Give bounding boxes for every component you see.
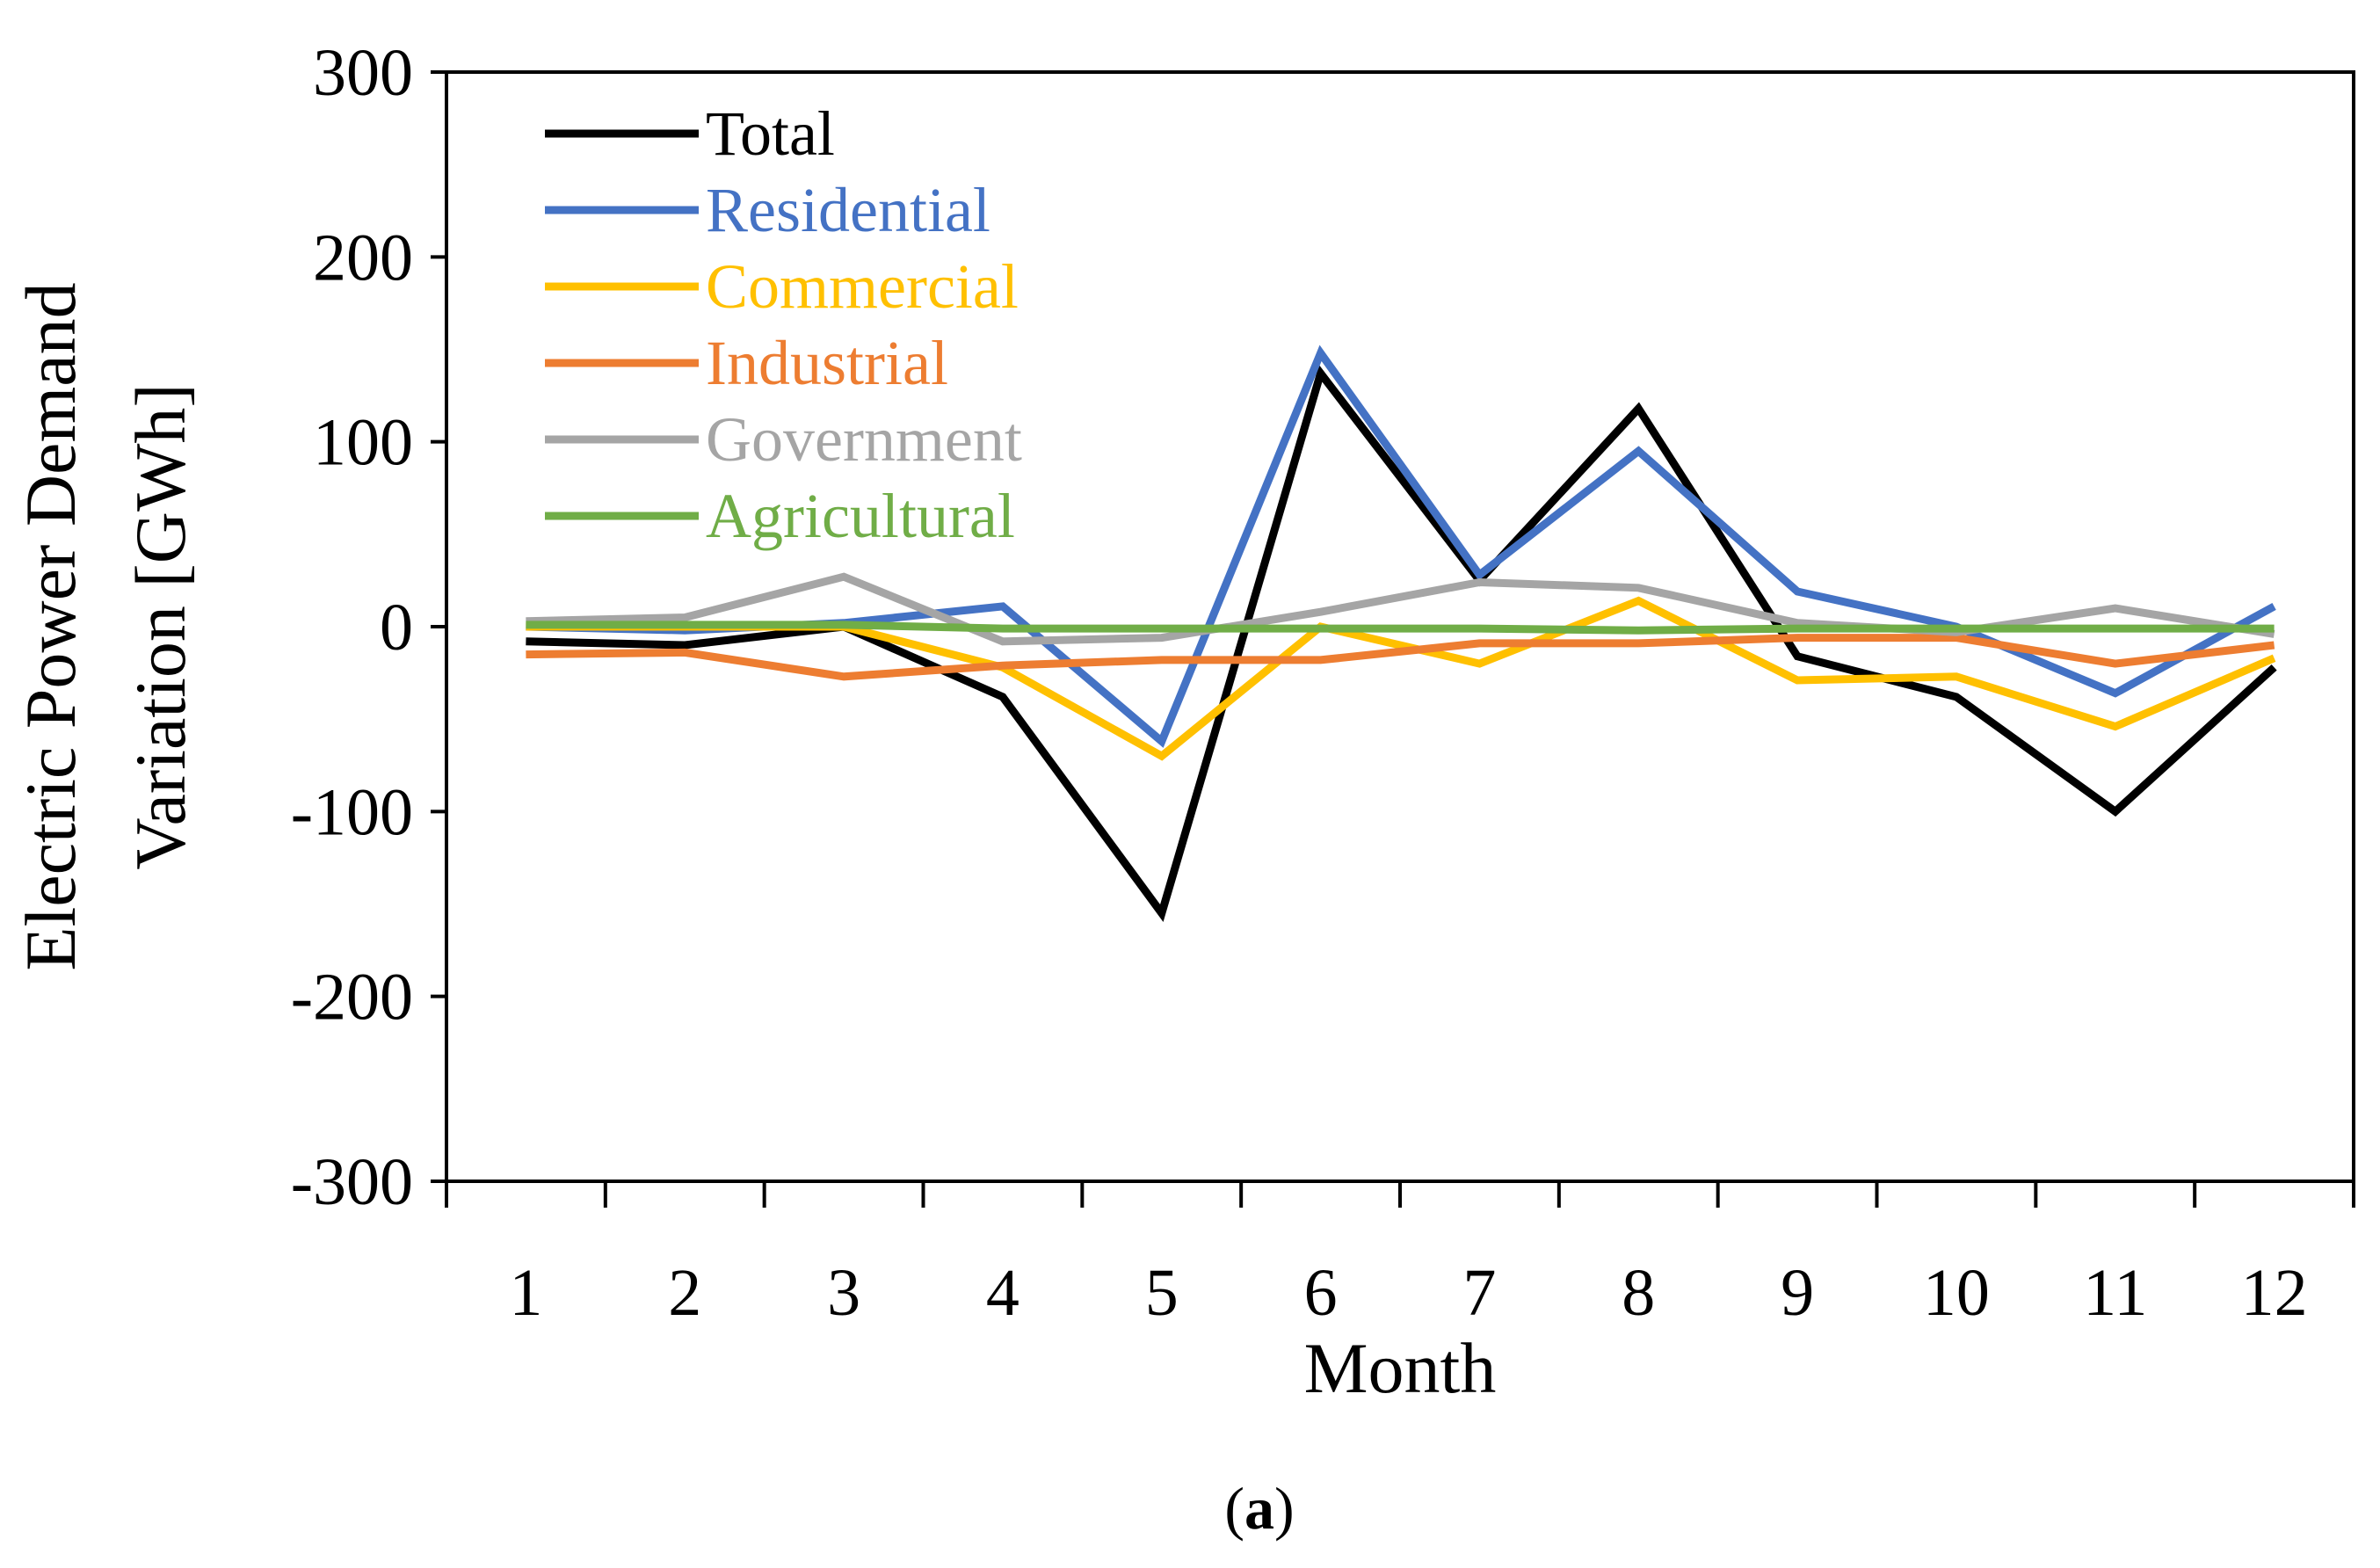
y-tick-label: 200 <box>313 221 413 294</box>
y-tick-label: 0 <box>380 591 413 664</box>
y-axis-ticks: -300 -200 -100 0 100 200 300 <box>291 36 446 1219</box>
caption-letter: a <box>1244 1475 1274 1542</box>
figure-caption: (a) <box>1224 1475 1294 1542</box>
x-tick-label: 10 <box>1923 1256 1990 1330</box>
y-axis-title-line-2: Variation [GWh] <box>120 383 200 869</box>
series-line-agricultural <box>526 621 2275 635</box>
x-tick-label: 2 <box>668 1256 701 1330</box>
series-lines <box>526 345 2277 922</box>
series-line-industrial <box>526 634 2275 681</box>
x-tick-label: 1 <box>509 1256 542 1330</box>
y-tick-label: -100 <box>291 775 413 849</box>
legend-label-agricultural: Agricultural <box>706 481 1015 551</box>
y-tick-label: -300 <box>291 1145 413 1219</box>
x-tick-label: 3 <box>827 1256 860 1330</box>
legend-label-residential: Residential <box>706 175 990 245</box>
legend-label-total: Total <box>706 98 835 169</box>
legend-label-government: Government <box>706 404 1022 475</box>
x-tick-label: 12 <box>2241 1256 2308 1330</box>
x-tick-label: 5 <box>1145 1256 1179 1330</box>
y-tick-label: 300 <box>313 36 413 110</box>
legend-label-industrial: Industrial <box>706 328 948 398</box>
y-axis-title-line-1: Electric Power Demand <box>11 282 91 970</box>
legend: TotalResidentialCommercialIndustrialGove… <box>545 98 1022 551</box>
x-tick-label: 9 <box>1781 1256 1814 1330</box>
x-tick-label: 7 <box>1462 1256 1496 1330</box>
x-tick-label: 11 <box>2083 1256 2147 1330</box>
x-tick-label: 6 <box>1304 1256 1338 1330</box>
caption-close-paren: ) <box>1274 1475 1295 1542</box>
x-tick-label: 8 <box>1622 1256 1655 1330</box>
y-axis-title: Electric Power Demand Variation [GWh] <box>11 282 200 970</box>
caption-open-paren: ( <box>1224 1475 1244 1542</box>
x-axis-ticks: 1 2 3 4 5 6 7 8 9 10 11 12 <box>445 1181 2355 1330</box>
x-axis-title: Month <box>1304 1328 1497 1408</box>
y-tick-label: 100 <box>313 406 413 480</box>
x-tick-label: 4 <box>986 1256 1019 1330</box>
legend-label-commercial: Commercial <box>706 251 1019 322</box>
y-tick-label: -200 <box>291 961 413 1034</box>
